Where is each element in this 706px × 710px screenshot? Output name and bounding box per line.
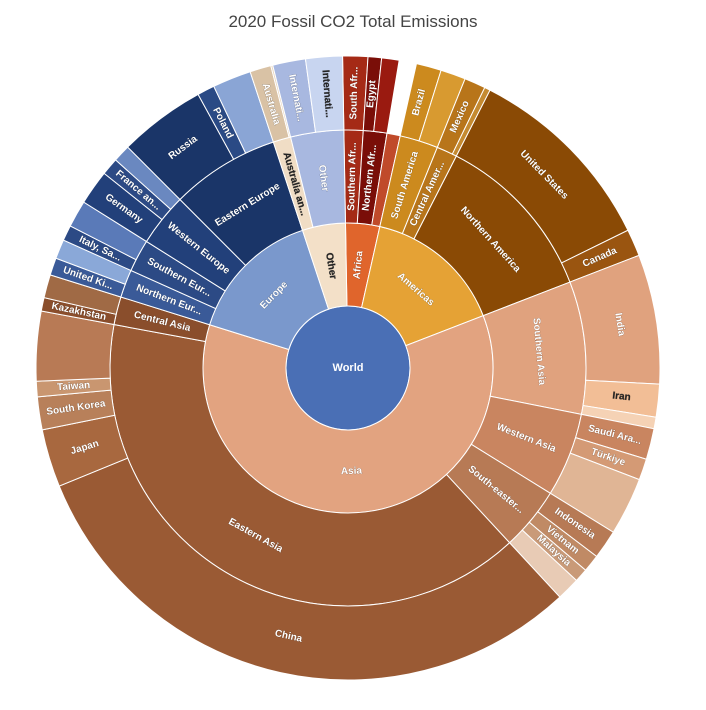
country-label-taiwan: Taiwan — [57, 380, 91, 393]
subregion-label-other: Other — [316, 164, 330, 192]
country-label-south-africa: South Afr... — [348, 66, 360, 119]
country-slice-international-shipping[interactable] — [304, 55, 345, 133]
region-label-asia: Asia — [341, 466, 363, 478]
country-label-india: India — [612, 312, 627, 337]
country-label-international-shipping: Internati... — [319, 70, 334, 119]
country-slice-china[interactable] — [58, 457, 561, 681]
chart-title: 2020 Fossil CO2 Total Emissions — [228, 12, 478, 31]
subregion-label-southern-africa: Southern Afr... — [346, 142, 359, 211]
region-label-africa: Africa — [352, 250, 366, 280]
country-label-egypt: Egypt — [365, 79, 378, 108]
sunburst-center-label: World — [333, 362, 364, 374]
country-label-iran: Iran — [612, 390, 631, 403]
region-label-other: Other — [323, 252, 338, 280]
